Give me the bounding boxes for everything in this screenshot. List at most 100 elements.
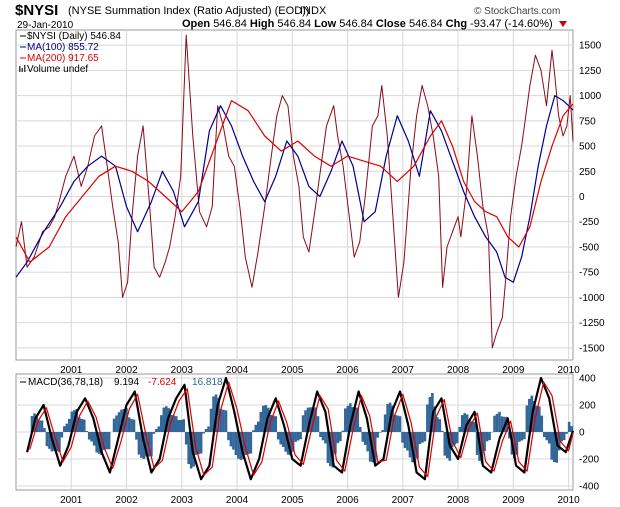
histogram-bar [518,432,521,442]
histogram-bar [441,430,444,432]
histogram-bar [358,426,362,432]
histogram-bar [60,432,64,438]
histogram-bar [222,409,225,432]
histogram-bar [150,432,153,457]
histogram-bar [132,419,136,432]
histogram-bar [398,416,402,432]
histogram-bar [87,432,91,440]
histogram-bar [428,396,432,432]
histogram-bar [224,410,228,432]
histogram-bar [95,432,98,453]
histogram-bar [184,432,188,445]
histogram-bar [426,404,429,432]
histogram-bar [45,432,49,447]
histogram-bar [259,411,263,432]
histogram-bar [341,430,345,432]
histogram-bar [423,432,427,442]
macd-legend-label: MACD(36,78,18) [28,377,103,388]
histogram-bar [187,432,190,465]
histogram-bar [301,415,305,432]
histogram-bar [127,417,131,432]
histogram-bar [321,432,325,441]
legend-volume: Volume undef [27,64,88,75]
histogram-bar [326,432,330,463]
histogram-bar [294,432,297,442]
histogram-bar [40,420,44,432]
histogram-bar [219,409,223,432]
quote-date: 29-Jan-2010 [17,20,74,31]
histogram-bar [336,432,340,444]
x-tick-label: 2007 [392,365,415,376]
histogram-bar [416,432,419,459]
x-tick-label: 2003 [171,495,194,506]
histogram-bar [528,398,531,432]
histogram-bar [356,407,360,432]
y-tick-label: 0 [579,192,585,203]
histogram-bar [508,432,511,439]
histogram-bar [117,412,121,432]
histogram-bar [192,432,195,467]
histogram-bar [140,432,143,458]
histogram-bar [115,415,118,432]
y-tick-label: -1000 [579,293,605,304]
x-tick-label: 2009 [502,495,525,506]
x-tick-label: 2008 [447,495,470,506]
y-tick-label: -250 [579,217,599,228]
histogram-bar [391,405,394,432]
histogram-bar [202,432,205,434]
histogram-bar [418,432,422,444]
histogram-bar [194,432,198,455]
histogram-bar [433,406,437,432]
macd-legend-hist: 16.818 [192,377,223,388]
histogram-bar [299,432,302,440]
histogram-bar [65,423,69,432]
histogram-bar [523,432,526,440]
histogram-bar [483,432,486,451]
histogram-bar [565,432,568,434]
histogram-bar [525,405,529,432]
x-tick-label: 2010 [557,365,580,376]
histogram-bar [401,432,404,443]
ohlc-bar: Open 546.84 High 546.84 Low 546.84 Close… [182,18,567,30]
histogram-bar [366,432,370,452]
histogram-bar [520,432,524,441]
series-ma100-line [15,94,574,283]
open-label: Open [182,18,211,30]
histogram-bar [291,432,295,452]
y-tick-label: 250 [579,167,596,178]
histogram-bar [145,432,148,457]
y-tick-label: 0 [579,428,585,439]
histogram-bar [197,432,200,455]
index-name: (NYSE Summation Index (Ratio Adjusted) (… [68,5,310,17]
x-tick-label: 2006 [336,365,359,376]
histogram-bar [445,432,449,459]
low-value: 546.84 [339,18,373,30]
main-legend: $NYSI (Daily) 546.84 MA(100) 855.72 MA(2… [19,31,121,75]
histogram-bar [137,432,141,455]
histogram-bar [535,405,539,432]
x-tick-label: 2003 [171,365,194,376]
x-tick-label: 2009 [502,365,525,376]
histogram-bar [177,420,181,432]
y-tick-label: 1250 [579,66,602,77]
histogram-bar [234,432,238,456]
histogram-bar [368,432,372,462]
histogram-bar [254,424,258,432]
chg-label: Chg [445,18,468,30]
y-tick-label: -500 [579,242,599,253]
exchange-label: INDX [300,5,327,17]
x-tick-label: 2004 [226,365,249,376]
histogram-bar [82,419,86,432]
histogram-bar [485,432,489,442]
macd-legend-macd: 9.194 [114,377,139,388]
main-plot-frame [15,29,574,361]
histogram-bar [552,432,556,463]
histogram-bar [75,408,79,432]
histogram-bar [316,416,320,432]
histogram-bar [505,416,509,432]
histogram-bar [349,403,352,432]
histogram-bar [274,416,278,432]
x-tick-label: 2005 [281,495,304,506]
histogram-bar [264,405,268,432]
histogram-bar [540,415,544,432]
